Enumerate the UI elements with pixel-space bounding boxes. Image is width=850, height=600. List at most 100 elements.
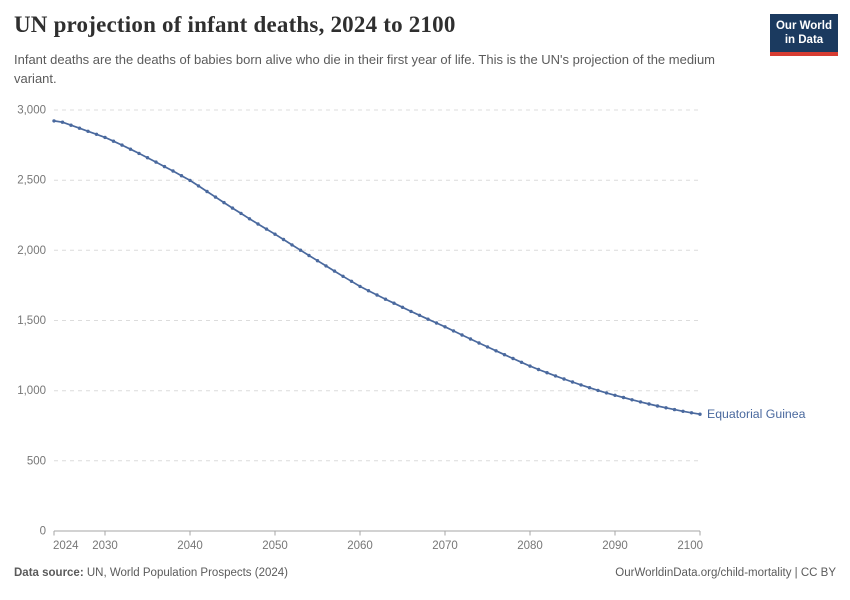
data-point <box>179 174 184 178</box>
data-point <box>655 404 660 408</box>
data-point <box>383 297 388 301</box>
data-source: Data source: UN, World Population Prospe… <box>14 567 288 579</box>
y-tick-label: 3,000 <box>17 105 46 117</box>
data-point <box>230 206 235 210</box>
data-point <box>417 313 422 317</box>
x-tick-label: 2070 <box>432 540 458 552</box>
data-point <box>451 329 456 333</box>
data-point <box>689 411 694 415</box>
y-tick-label: 1,000 <box>17 385 46 397</box>
data-point <box>103 135 107 140</box>
data-point <box>349 279 354 283</box>
data-point <box>494 349 498 353</box>
data-point <box>213 195 218 199</box>
y-tick-label: 2,500 <box>17 175 46 187</box>
data-source-label: Data source: <box>14 567 84 579</box>
data-point <box>443 325 447 329</box>
x-tick-label: 2060 <box>347 540 373 552</box>
data-line <box>53 120 701 416</box>
data-point <box>434 321 439 325</box>
credit-link[interactable]: OurWorldinData.org/child-mortality | CC … <box>615 567 836 579</box>
x-tick-label: 2030 <box>92 540 118 552</box>
data-point <box>273 232 277 236</box>
data-point <box>613 393 617 397</box>
owid-logo-line1: Our World <box>775 20 832 32</box>
data-point <box>502 353 507 357</box>
data-point <box>477 341 481 345</box>
data-point <box>545 371 549 375</box>
data-point <box>519 360 524 364</box>
data-point <box>604 391 609 395</box>
data-point <box>239 211 243 216</box>
data-point <box>120 143 124 147</box>
data-point <box>222 200 226 205</box>
data-point <box>196 184 201 188</box>
data-point <box>145 156 150 160</box>
data-point <box>621 395 626 400</box>
y-tick-label: 1,500 <box>17 315 46 327</box>
x-tick-label: 2090 <box>602 540 628 552</box>
data-point <box>264 227 269 231</box>
data-point <box>570 380 575 384</box>
owid-logo[interactable]: Our World in Data <box>770 14 838 56</box>
data-point <box>281 237 286 242</box>
x-tick-label: 2024 <box>53 540 79 552</box>
data-point <box>86 129 90 133</box>
data-point <box>366 289 371 293</box>
data-point <box>587 386 592 390</box>
data-point <box>307 253 311 258</box>
data-point <box>630 398 634 402</box>
x-tick-label: 2100 <box>677 540 703 552</box>
data-point <box>137 151 141 156</box>
data-point <box>162 164 167 169</box>
data-point <box>324 264 328 268</box>
data-point <box>698 412 702 416</box>
data-point <box>77 126 82 130</box>
chart-title: UN projection of infant deaths, 2024 to … <box>14 12 456 37</box>
data-point <box>256 222 260 226</box>
data-point <box>111 139 116 143</box>
data-point <box>188 178 192 183</box>
series-end-label[interactable]: Equatorial Guinea <box>707 407 806 421</box>
data-point <box>128 147 133 151</box>
owid-logo-accent-bar <box>770 52 838 56</box>
x-tick-label: 2080 <box>517 540 543 552</box>
data-point <box>392 301 396 305</box>
data-point <box>60 120 65 124</box>
owid-logo-line2: in Data <box>784 34 824 46</box>
data-point <box>460 333 464 337</box>
data-point <box>290 243 294 247</box>
data-point <box>426 317 430 321</box>
data-point <box>171 169 175 173</box>
y-tick-label: 0 <box>40 526 46 538</box>
x-tick-label: 2050 <box>262 540 288 552</box>
chart-footer: Data source: UN, World Population Prospe… <box>14 567 836 579</box>
data-point <box>664 406 668 410</box>
data-point <box>681 409 685 413</box>
data-point <box>553 374 558 378</box>
y-tick-label: 2,000 <box>17 245 46 257</box>
data-point <box>485 345 490 349</box>
data-point <box>375 293 379 297</box>
data-point <box>298 248 303 252</box>
data-point <box>341 274 345 278</box>
y-tick-label: 500 <box>27 455 46 467</box>
data-point <box>205 189 209 194</box>
data-point <box>69 123 73 127</box>
data-point <box>409 309 413 314</box>
data-point <box>647 402 651 406</box>
data-point <box>511 356 515 361</box>
data-point <box>154 160 158 164</box>
data-point <box>315 259 320 263</box>
chart-subtitle: Infant deaths are the deaths of babies b… <box>14 52 716 86</box>
data-point <box>638 400 643 404</box>
data-point <box>400 305 405 309</box>
owid-logo-text: Our World in Data <box>770 14 838 52</box>
data-point <box>536 367 541 372</box>
data-point <box>672 407 677 412</box>
data-point <box>528 364 532 368</box>
data-point <box>358 284 362 289</box>
data-point <box>52 119 56 123</box>
